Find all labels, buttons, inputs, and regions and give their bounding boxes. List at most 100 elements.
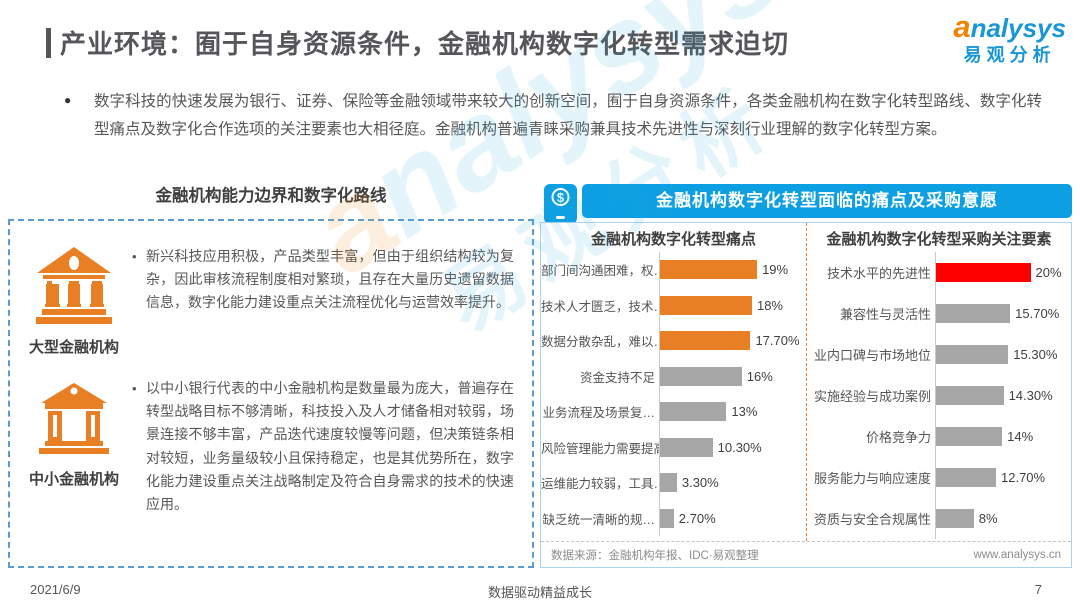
bar-value-label: 10.30%: [717, 439, 762, 455]
chart-title: 金融机构数字化转型采购关注要素: [826, 231, 1052, 248]
bar-category-label: 实施经验与成功案例: [813, 389, 931, 404]
bar-row: 运维能力较弱，工具… 3.30%: [541, 465, 806, 501]
bar-value-label: 8%: [978, 511, 998, 526]
bar-row: 资金支持不足 16%: [541, 358, 806, 394]
footer-slogan: 数据驱动精益成长: [487, 585, 592, 600]
data-source-note: 数据来源：金融机构年报、IDC·易观整理: [551, 550, 759, 562]
bar-value-label: 14.30%: [1008, 388, 1053, 403]
bar: [936, 509, 974, 528]
bar: [660, 508, 674, 528]
bar-track: 10.30%: [659, 429, 806, 465]
bar-row: 数据分散杂乱，难以… 17.70%: [541, 323, 806, 359]
purchase-factors-chart: 金融机构数字化转型采购关注要素 技术水平的先进性 20% 兼容性与灵活性 15.70%…: [806, 223, 1071, 541]
bar-track: 19%: [659, 252, 806, 288]
bar-row: 价格竞争力 14%: [807, 416, 1071, 457]
bar: [660, 473, 677, 493]
bar-row: 风险管理能力需要提高 10.30%: [541, 429, 806, 465]
bar-category-label: 兼容性与灵活性: [839, 307, 931, 322]
left-panel: 大型金融机构 • 新兴科技应用积极，产品类型丰富，但由于组织结构较为复杂，因此审…: [8, 219, 534, 568]
bar-value-label: 18%: [756, 297, 783, 313]
bar-category-label: 风险管理能力需要提高: [541, 441, 667, 456]
bar-track: 14%: [935, 416, 1071, 457]
bar: [936, 304, 1011, 323]
bar-track: 13%: [659, 394, 806, 430]
bar: [660, 366, 742, 386]
bar-category-label: 资金支持不足: [579, 370, 655, 385]
bar-category-label: 技术水平的先进性: [826, 266, 931, 281]
bar: [660, 402, 727, 422]
institution-row-small: 中小金融机构 • 以中小银行代表的中小金融机构是数量最为庞大，普遍存在转型战略目…: [16, 377, 522, 516]
bar: [936, 345, 1009, 364]
institution-icon-col: 大型金融机构: [16, 245, 132, 357]
institution-description-text: 新兴科技应用积极，产品类型丰富，但由于组织结构较为复杂，因此审核流程制度相对繁琐…: [146, 248, 514, 311]
bar: [936, 468, 996, 487]
chart-footer: 数据来源：金融机构年报、IDC·易观整理 www.analysys.cn: [541, 541, 1071, 568]
bar-row: 业务流程及场景复… 13%: [541, 394, 806, 430]
intro-paragraph: ● 数字科技的快速发展为银行、证券、保险等金融领域带来较大的创新空间，囿于自身资…: [64, 88, 1042, 143]
bar-track: 18%: [659, 287, 806, 323]
analysys-logo: analysys 易观分析: [953, 9, 1066, 66]
bar-value-label: 15.70%: [1015, 306, 1060, 321]
bar-row: 资质与安全合规属性 8%: [807, 498, 1071, 539]
intro-text: 数字科技的快速发展为银行、证券、保险等金融领域带来较大的创新空间，囿于自身资源条…: [94, 93, 1042, 138]
bank-large-icon: [33, 247, 115, 329]
bar-value-label: 14%: [1007, 429, 1034, 444]
institution-label: 中小金融机构: [28, 471, 119, 488]
bar-track: 16%: [659, 358, 806, 394]
institution-description-text: 以中小银行代表的中小金融机构是数量最为庞大，普遍存在转型战略目标不够清晰，科技投…: [146, 380, 514, 513]
list-bullet-icon: •: [132, 249, 137, 264]
bar-category-label: 技术人才匮乏，技术…: [541, 299, 667, 314]
bar-row: 技术人才匮乏，技术… 18%: [541, 287, 806, 323]
bar-track: 15.70%: [935, 293, 1071, 334]
institution-description: • 以中小银行代表的中小金融机构是数量最为庞大，普遍存在转型战略目标不够清晰，科…: [132, 377, 522, 516]
bar-category-label: 部门间沟通困难，权…: [541, 264, 667, 279]
bar-value-label: 17.70%: [755, 333, 800, 349]
bar-track: 15.30%: [935, 334, 1071, 375]
bank-small-icon: [33, 383, 115, 461]
institution-label: 大型金融机构: [28, 339, 119, 356]
bar: [660, 295, 752, 315]
bar-category-label: 业内口碑与市场地位: [813, 348, 931, 363]
bar-category-label: 数据分散杂乱，难以…: [541, 335, 667, 350]
bar-row: 技术水平的先进性 20%: [807, 252, 1071, 293]
institution-icon-col: 中小金融机构: [16, 377, 132, 516]
page-number: 7: [1034, 582, 1042, 597]
bar-row: 实施经验与成功案例 14.30%: [807, 375, 1071, 416]
institution-row-large: 大型金融机构 • 新兴科技应用积极，产品类型丰富，但由于组织结构较为复杂，因此审…: [16, 245, 522, 357]
bar-track: 2.70%: [659, 500, 806, 536]
footer-date: 2021/6/9: [30, 582, 81, 597]
bar-row: 兼容性与灵活性 15.70%: [807, 293, 1071, 334]
svg-text:$: $: [557, 190, 565, 205]
charts-container: 金融机构数字化转型痛点 部门间沟通困难，权… 19% 技术人才匮乏，技术… 18% 数据…: [541, 223, 1071, 541]
bar-value-label: 3.30%: [681, 475, 719, 491]
analysys-logo-wordmark: analysys: [953, 9, 1066, 44]
bar-chart: 技术水平的先进性 20% 兼容性与灵活性 15.70% 业内口碑与市场地位 15.30% 实…: [807, 252, 1071, 539]
bar-track: 8%: [935, 498, 1071, 539]
right-panel-title: 金融机构数字化转型面临的痛点及采购意愿: [582, 184, 1072, 218]
bar-category-label: 运维能力较弱，工具…: [541, 477, 667, 492]
bar-track: 20%: [935, 252, 1071, 293]
list-bullet-icon: •: [132, 381, 137, 396]
bar: [936, 427, 1003, 446]
bar-value-label: 19%: [762, 262, 789, 278]
bar-category-label: 价格竞争力: [865, 430, 931, 445]
bullet-icon: ●: [64, 93, 72, 107]
bar-track: 14.30%: [935, 375, 1071, 416]
logo-brand-rest: nalysys: [970, 13, 1066, 43]
bar-track: 12.70%: [935, 457, 1071, 498]
bar: [660, 331, 751, 351]
bar-track: 17.70%: [659, 323, 806, 359]
pain-points-chart: 金融机构数字化转型痛点 部门间沟通困难，权… 19% 技术人才匮乏，技术… 18% 数据…: [541, 223, 806, 541]
bar-value-label: 2.70%: [678, 510, 716, 526]
bar-value-label: 15.30%: [1013, 347, 1058, 362]
bar-row: 缺乏统一清晰的规… 2.70%: [541, 500, 806, 536]
right-panel-header: $ 金融机构数字化转型面临的痛点及采购意愿: [544, 184, 1072, 224]
analysys-logo-chinese: 易观分析: [963, 45, 1056, 66]
bar-row: 服务能力与响应速度 12.70%: [807, 457, 1071, 498]
mobile-payment-icon: $: [544, 184, 577, 224]
website-url: www.analysys.cn: [973, 549, 1061, 561]
bar-track: 3.30%: [659, 465, 806, 501]
bar-row: 业内口碑与市场地位 15.30%: [807, 334, 1071, 375]
bar-category-label: 资质与安全合规属性: [813, 512, 931, 527]
